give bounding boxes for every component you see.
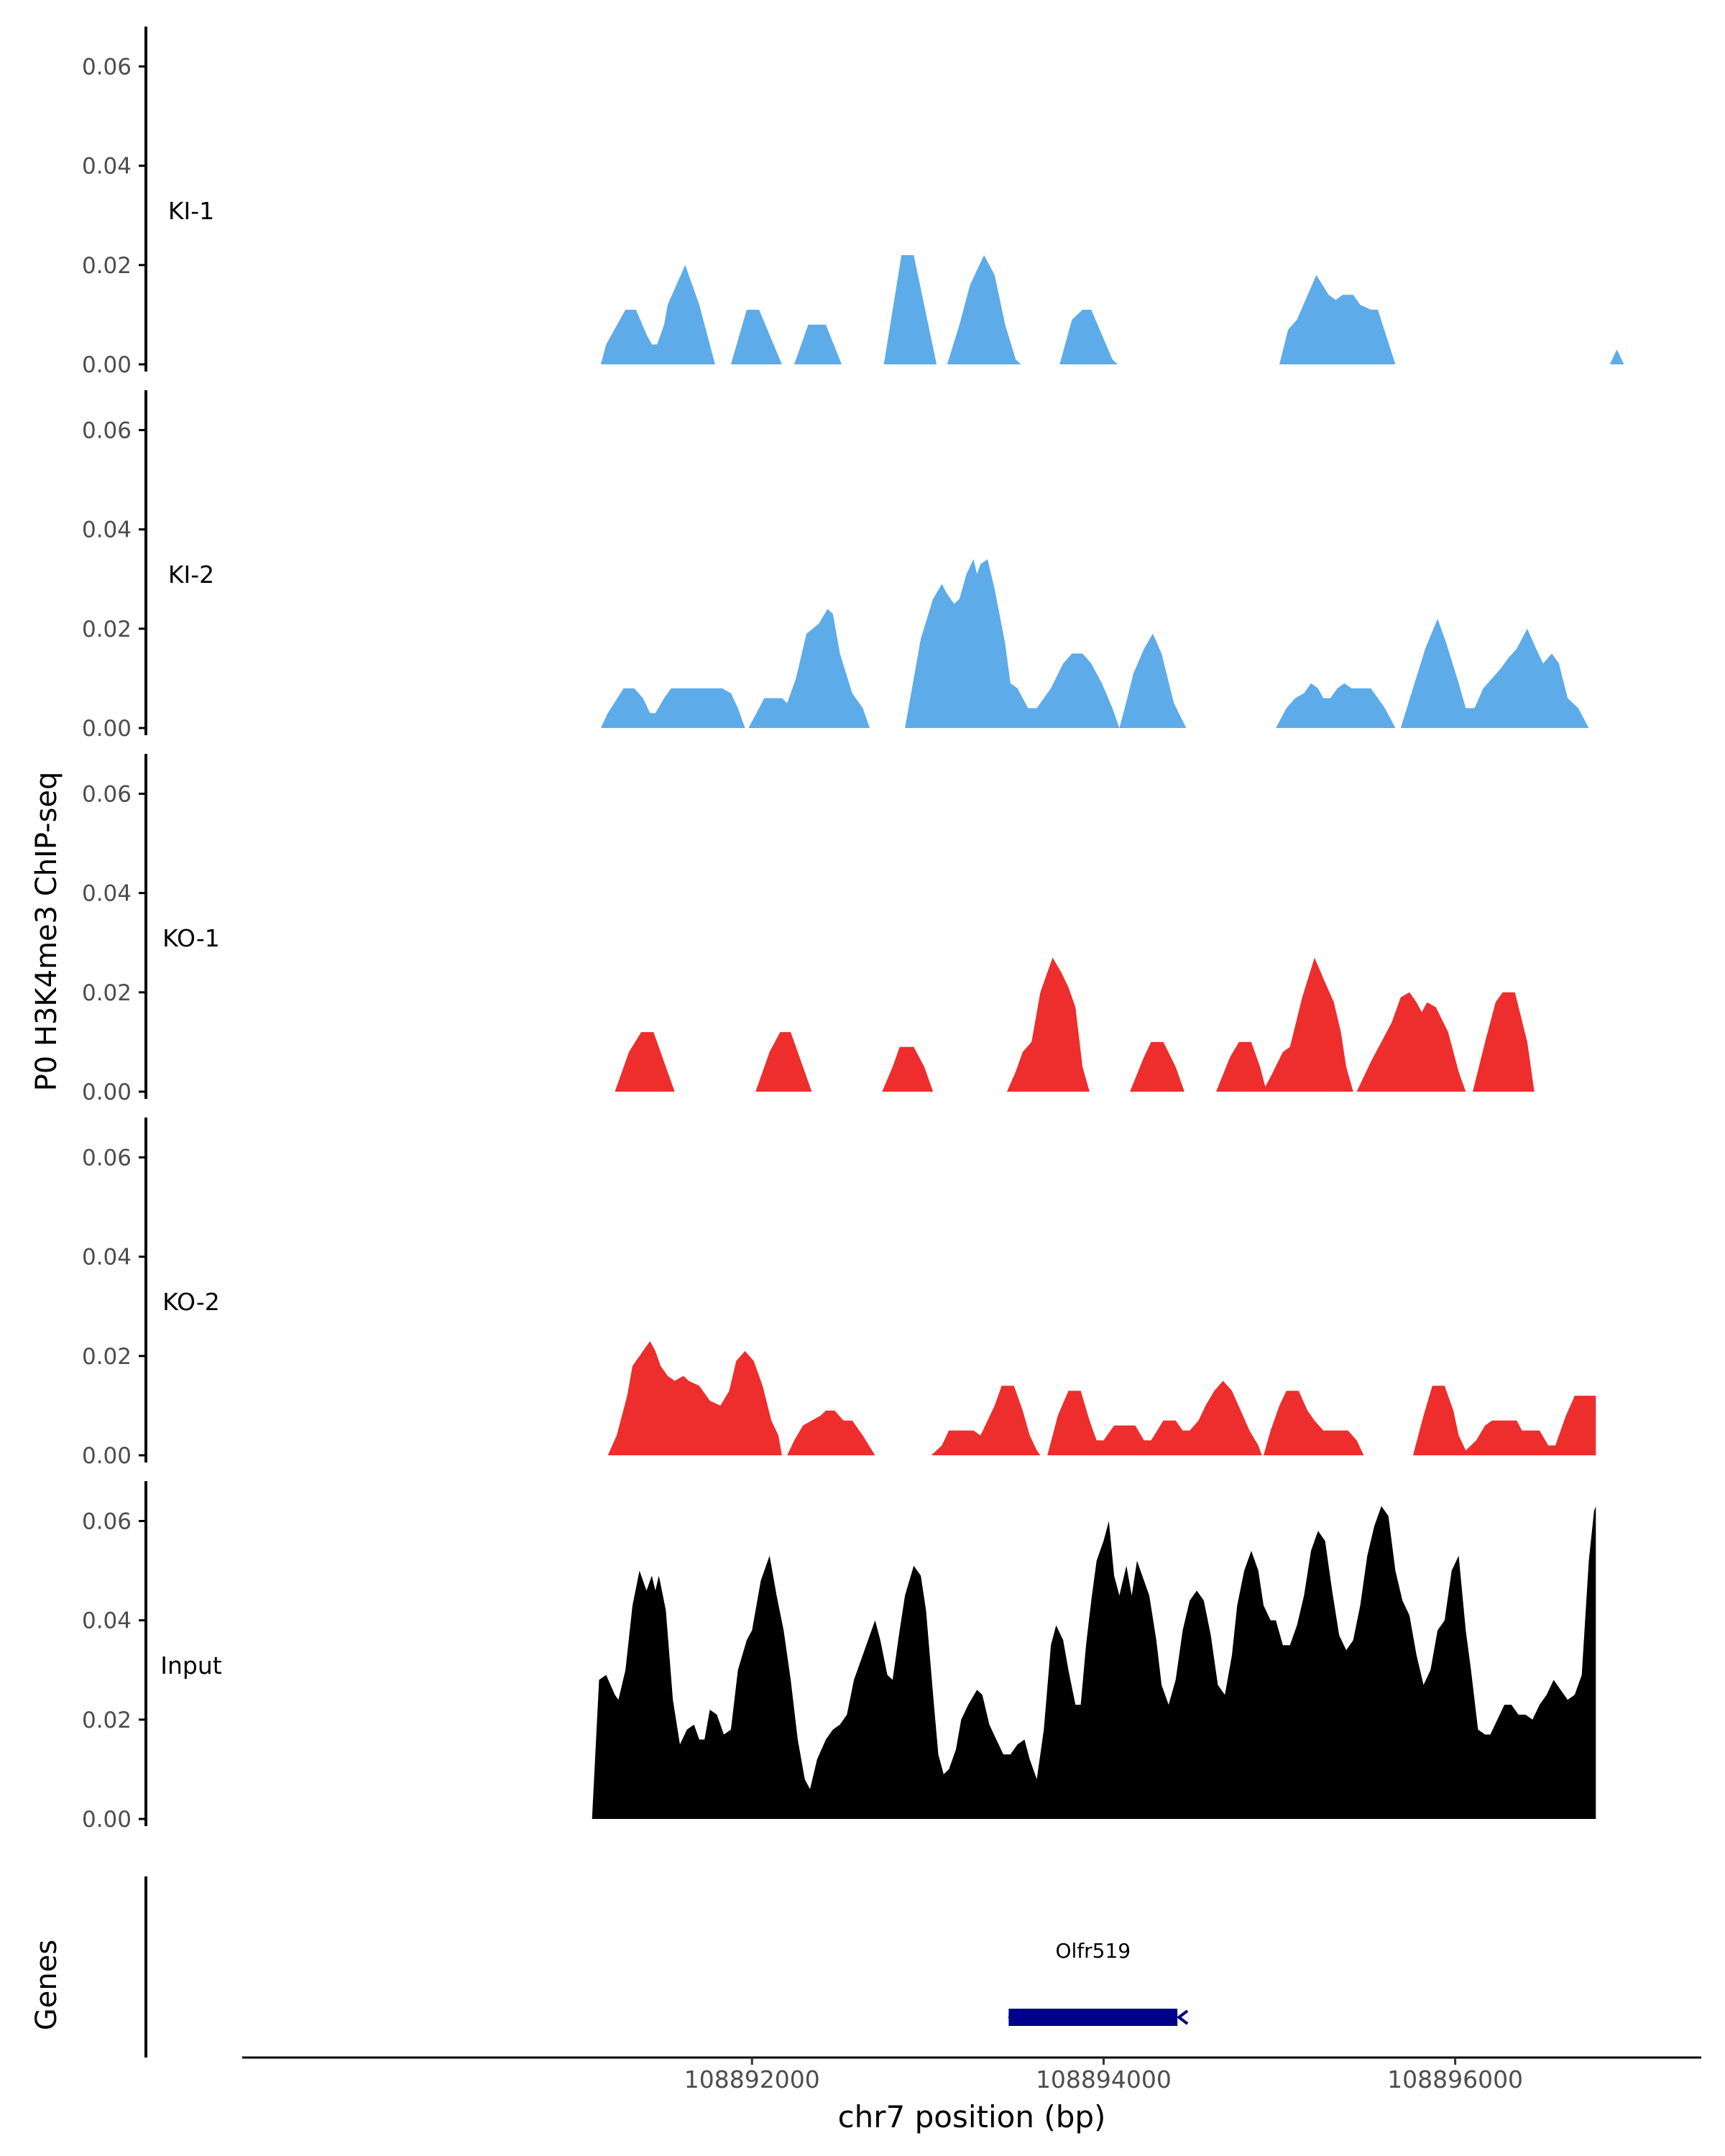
x-axis: 108892000 108894000 108896000	[242, 2056, 1701, 2093]
y-tick-label: 0.02	[82, 1344, 132, 1370]
coverage-area	[1006, 957, 1090, 1092]
y-tick-label: 0.06	[82, 781, 132, 807]
y-axis-title: P0 H3K4me3 ChIP-seq	[30, 772, 63, 1092]
coverage-area	[1400, 619, 1589, 728]
track-label: Input	[160, 1651, 222, 1680]
x-tick-label: 108896000	[1387, 2065, 1523, 2093]
y-tick-label: 0.02	[82, 253, 132, 279]
coverage-area	[592, 1506, 1596, 1819]
coverage-area	[607, 1341, 875, 1455]
y-tick-label: 0.00	[82, 1443, 132, 1469]
coverage-area	[1264, 1391, 1364, 1455]
y-tick-label: 0.04	[82, 1245, 132, 1271]
track-label: KO-1	[162, 924, 220, 952]
coverage-area	[882, 1046, 934, 1092]
y-tick-label: 0.02	[82, 980, 132, 1006]
coverage-area	[1609, 349, 1624, 364]
track-ki-1: 0.00 0.02 0.04 0.06 KI-1	[82, 27, 1624, 378]
gene-strand-arrow	[1176, 2009, 1189, 2025]
coverage-area	[1276, 683, 1396, 728]
y-tick-label: 0.00	[82, 1079, 132, 1105]
track-ki-2: 0.00 0.02 0.04 0.06 KI-2	[82, 390, 1589, 742]
coverage-area	[1047, 1381, 1262, 1455]
y-tick-label: 0.06	[82, 54, 132, 80]
track-ko-2: 0.00 0.02 0.04 0.06 KO-2	[82, 1118, 1596, 1469]
track-input: 0.00 0.02 0.04 0.06 Input	[82, 1481, 1596, 1833]
y-tick-label: 0.02	[82, 1708, 132, 1733]
coverage-area	[600, 255, 1021, 364]
coverage-area	[1473, 992, 1535, 1092]
y-tick-label: 0.06	[82, 1508, 132, 1534]
x-axis-title: chr7 position (bp)	[838, 2099, 1106, 2134]
gene-strand-arrow	[1008, 2009, 1020, 2025]
y-tick-label: 0.02	[82, 617, 132, 642]
coverage-area	[905, 559, 1187, 728]
coverage-area	[600, 609, 870, 728]
y-tick-label: 0.06	[82, 1145, 132, 1171]
y-tick-label: 0.00	[82, 1807, 132, 1833]
coverage-area	[755, 1032, 812, 1092]
y-tick-label: 0.04	[82, 1608, 132, 1634]
coverage-area	[1130, 1041, 1184, 1092]
y-tick-label: 0.00	[82, 352, 132, 378]
x-tick-label: 108894000	[1036, 2065, 1172, 2093]
coverage-area	[1412, 1386, 1596, 1455]
y-tick-label: 0.00	[82, 716, 132, 742]
y-tick-label: 0.04	[82, 154, 132, 180]
coverage-tracks: 0.00 0.02 0.04 0.06 KI-1 0.00 0.02 0.04 0.06 KI-2…	[82, 27, 1624, 1833]
coverage-area	[615, 1032, 675, 1092]
coverage-area	[931, 1386, 1041, 1455]
gene-track: Genes Olfr519	[30, 1876, 1189, 2058]
track-label: KO-2	[162, 1288, 220, 1316]
x-tick-label: 108892000	[684, 2065, 820, 2093]
track-label: KI-2	[168, 561, 214, 589]
y-tick-label: 0.04	[82, 517, 132, 543]
coverage-area	[1059, 310, 1118, 364]
coverage-area	[1216, 957, 1353, 1092]
gene-name-label: Olfr519	[1055, 1939, 1131, 1963]
gene-body-olfr519	[1008, 2009, 1178, 2026]
track-ko-1: 0.00 0.02 0.04 0.06 KO-1	[82, 754, 1535, 1105]
y-tick-label: 0.04	[82, 881, 132, 907]
track-label: KI-1	[168, 197, 214, 225]
coverage-area	[1279, 275, 1396, 364]
genes-track-label: Genes	[30, 1940, 63, 2030]
y-tick-label: 0.06	[82, 418, 132, 443]
coverage-area	[1356, 992, 1466, 1092]
